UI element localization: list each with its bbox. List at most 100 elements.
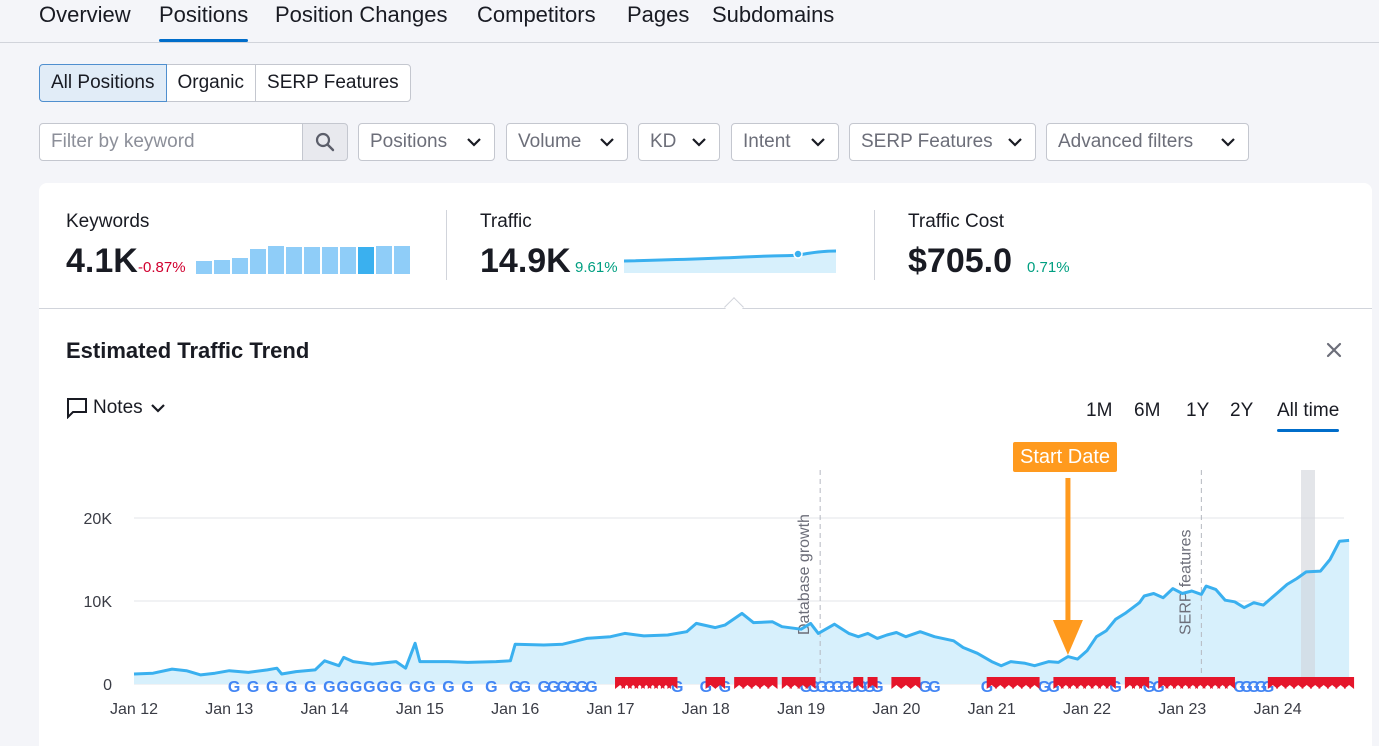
tab-competitors[interactable]: Competitors: [477, 2, 596, 27]
x-tick-label: Jan 24: [1254, 701, 1302, 718]
notes-dropdown[interactable]: Notes: [66, 395, 165, 421]
volume-dropdown[interactable]: Volume: [506, 123, 628, 161]
serp-marker-icon: G: [928, 679, 940, 696]
intent-dropdown[interactable]: Intent: [731, 123, 839, 161]
note-icon: [67, 398, 87, 419]
x-tick-label: Jan 13: [205, 701, 253, 718]
traffic-trend-chart: 0 10K 20K Jan 12 Jan 13 Jan 14 Jan 15 Jan 16 Jan…: [84, 470, 1355, 718]
positions-dropdown[interactable]: Positions: [358, 123, 495, 161]
keyword-filter-input[interactable]: [39, 123, 303, 161]
search-icon: [315, 132, 335, 152]
traffic-label: Traffic: [480, 211, 532, 232]
range-2y[interactable]: 2Y: [1230, 400, 1254, 421]
serp-marker-icon: [805, 677, 816, 689]
serp-marker-icon: [1139, 677, 1150, 689]
traffic-value[interactable]: 14.9K: [480, 242, 571, 280]
serp-marker-icon: [986, 677, 997, 689]
serp-features-dropdown-label: SERP Features: [861, 131, 993, 152]
tab-subdomains[interactable]: Subdomains: [712, 2, 835, 27]
serp-marker-icon: G: [390, 679, 402, 696]
volume-dropdown-label: Volume: [518, 131, 582, 152]
x-tick-label: Jan 12: [110, 701, 158, 718]
serp-marker-icon: G: [1240, 679, 1252, 696]
serp-marker-icon: [767, 677, 778, 689]
range-6m[interactable]: 6M: [1134, 400, 1161, 421]
serp-marker-icon: [1301, 677, 1312, 689]
serp-marker-icon: G: [538, 679, 550, 696]
serp-marker-icon: G: [363, 679, 375, 696]
serp-marker-icon: [1284, 677, 1295, 689]
serp-marker-icon: G: [336, 679, 348, 696]
traffic-cost-change: 0.71%: [1027, 259, 1070, 276]
serp-marker-icon: G: [377, 679, 389, 696]
traffic-cost-label: Traffic Cost: [908, 211, 1005, 232]
serp-marker-icon: G: [461, 679, 473, 696]
serp-marker-icon: [1293, 677, 1304, 689]
serp-marker-icon: [1335, 677, 1346, 689]
range-1y[interactable]: 1Y: [1186, 400, 1210, 421]
traffic-sparkline: [624, 249, 837, 273]
serp-marker-icon: G: [831, 679, 843, 696]
close-icon[interactable]: [1323, 339, 1345, 361]
chevron-down-icon: [150, 403, 165, 413]
serp-marker-icon: G: [519, 679, 531, 696]
serp-marker-icon: [667, 677, 678, 689]
serp-marker-icon: G: [247, 679, 259, 696]
report-tabs: Overview Positions Position Changes Comp…: [0, 0, 1379, 43]
tab-position-changes[interactable]: Position Changes: [275, 2, 448, 27]
serp-marker-icon: [734, 677, 745, 689]
keywords-label: Keywords: [66, 211, 150, 232]
organic-button[interactable]: Organic: [165, 64, 257, 102]
kd-dropdown[interactable]: KD: [638, 123, 720, 161]
x-tick-label: Jan 23: [1158, 701, 1206, 718]
keywords-change: -0.87%: [138, 259, 186, 276]
x-tick-label: Jan 14: [301, 701, 349, 718]
advanced-filters-dropdown-label: Advanced filters: [1058, 131, 1194, 152]
x-tick-label: Jan 18: [682, 701, 730, 718]
range-all-time[interactable]: All time: [1277, 400, 1340, 432]
serp-marker-icon: G: [823, 679, 835, 696]
advanced-filters-dropdown[interactable]: Advanced filters: [1046, 123, 1249, 161]
serp-marker-icon: G: [585, 679, 597, 696]
chevron-down-icon: [1008, 138, 1022, 147]
trend-title: Estimated Traffic Trend: [66, 338, 310, 363]
serp-marker-icon: G: [423, 679, 435, 696]
y-tick-label: 10K: [84, 594, 113, 611]
chevron-down-icon: [1221, 138, 1235, 147]
tab-positions[interactable]: Positions: [159, 2, 249, 42]
serp-marker-icon: G: [266, 679, 278, 696]
keywords-value[interactable]: 4.1K: [66, 242, 138, 280]
serp-marker-icon: [797, 677, 808, 689]
serp-marker-icon: [759, 677, 770, 689]
range-1m[interactable]: 1M: [1086, 400, 1113, 421]
serp-marker-icon: G: [509, 679, 521, 696]
chevron-down-icon: [692, 138, 706, 147]
serp-marker-icon: [1003, 677, 1014, 689]
serp-marker-icon: G: [304, 679, 316, 696]
y-tick-label: 20K: [84, 511, 113, 528]
serp-marker-icon: G: [1233, 679, 1245, 696]
serp-marker-icon: [891, 677, 902, 689]
serp-features-dropdown[interactable]: SERP Features: [849, 123, 1036, 161]
x-tick-label: Jan 16: [491, 701, 539, 718]
x-tick-label: Jan 21: [968, 701, 1016, 718]
tab-overview[interactable]: Overview: [39, 2, 131, 27]
y-tick-label: 0: [103, 677, 112, 694]
serp-marker-icon: [1310, 677, 1321, 689]
chevron-down-icon: [811, 138, 825, 147]
serp-marker-icon: G: [919, 679, 931, 696]
traffic-area: [134, 540, 1350, 684]
serp-marker-icon: [789, 677, 800, 689]
search-button[interactable]: [302, 123, 348, 161]
chevron-down-icon: [467, 138, 481, 147]
chevron-down-icon: [600, 138, 614, 147]
serp-marker-icon: [995, 677, 1006, 689]
x-tick-label: Jan 19: [777, 701, 825, 718]
traffic-cost-value[interactable]: $705.0: [908, 242, 1012, 280]
all-positions-button[interactable]: All Positions: [39, 64, 167, 102]
tab-pages[interactable]: Pages: [627, 2, 690, 27]
serp-marker-icon: G: [547, 679, 559, 696]
notes-label: Notes: [93, 397, 143, 418]
serp-marker-icon: G: [1248, 679, 1260, 696]
serp-features-button[interactable]: SERP Features: [255, 64, 411, 102]
